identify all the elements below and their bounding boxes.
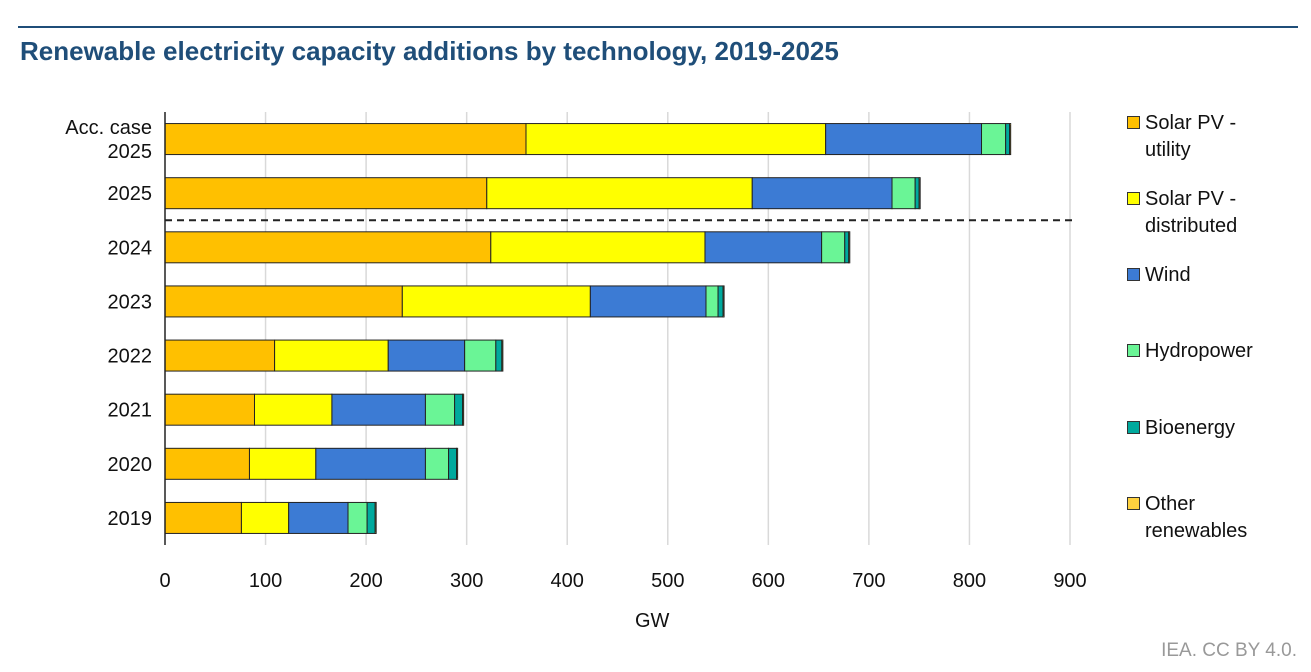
bar-segment-solarpvdistributed <box>401 285 591 318</box>
chart-title: Renewable electricity capacity additions… <box>20 36 839 66</box>
bar-segment-hydropower <box>981 123 1007 156</box>
bar-segment-solarpvdistributed <box>240 501 290 534</box>
bar-segment-otherrenewables <box>848 231 851 264</box>
bar-segment-solarpvutility <box>164 177 488 210</box>
legend-item: Bioenergy <box>1127 415 1307 442</box>
legend-label: Other renewables <box>1145 493 1248 542</box>
legend-item: Wind <box>1127 262 1307 289</box>
bar-segment-bioenergy <box>366 501 376 534</box>
bar-segment-solarpvutility <box>164 501 242 534</box>
bar-segment-hydropower <box>821 231 846 264</box>
x-tick-label: 200 <box>349 570 382 592</box>
bar-segment-wind <box>331 393 426 426</box>
bar-segment-otherrenewables <box>918 177 921 210</box>
bar-segment-hydropower <box>347 501 368 534</box>
bar-segment-solarpvutility <box>164 285 403 318</box>
x-tick-label: 800 <box>953 570 986 592</box>
bar-segment-bioenergy <box>717 285 724 318</box>
legend-swatch <box>1127 116 1140 129</box>
legend-label: Solar PV - distributed <box>1145 188 1238 237</box>
bar-segment-bioenergy <box>1005 123 1011 156</box>
bar-segment-bioenergy <box>844 231 850 264</box>
legend-label: Hydropower <box>1145 340 1253 362</box>
bar-segment-wind <box>589 285 707 318</box>
y-tick-label: 2021 <box>108 400 153 422</box>
legend-item: Hydropower <box>1127 338 1307 365</box>
x-axis-label: GW <box>635 610 670 632</box>
bar-segment-solarpvdistributed <box>490 231 706 264</box>
x-tick-label: 900 <box>1053 570 1086 592</box>
y-tick-label: 2024 <box>108 237 153 259</box>
bar-segment-bioenergy <box>448 447 458 480</box>
bar-segment-solarpvutility <box>164 231 492 264</box>
bar-segment-bioenergy <box>454 393 464 426</box>
legend-swatch <box>1127 344 1140 357</box>
bar-segment-otherrenewables <box>462 393 465 426</box>
bar-segment-hydropower <box>424 447 450 480</box>
legend-item: Solar PV - distributed <box>1127 186 1307 240</box>
legend-label: Solar PV - utility <box>1145 112 1237 161</box>
x-tick-label: 400 <box>551 570 584 592</box>
bar-segment-solarpvdistributed <box>253 393 333 426</box>
bar-segment-solarpvutility <box>164 393 255 426</box>
bar-segment-wind <box>751 177 893 210</box>
bar-segment-wind <box>288 501 349 534</box>
bar-segment-hydropower <box>464 339 497 372</box>
y-tick-label: 2022 <box>108 346 153 368</box>
bar-segment-wind <box>704 231 823 264</box>
bar-segment-otherrenewables <box>722 285 725 318</box>
legend-item: Other renewables <box>1127 491 1307 545</box>
bar-segment-bioenergy <box>495 339 503 372</box>
legend-label: Wind <box>1145 264 1191 286</box>
bar-segment-otherrenewables <box>456 447 459 480</box>
x-tick-label: 100 <box>249 570 282 592</box>
bar-segment-solarpvdistributed <box>248 447 317 480</box>
bar-segment-solarpvdistributed <box>274 339 389 372</box>
bar-segment-hydropower <box>705 285 719 318</box>
bar-segment-solarpvutility <box>164 339 276 372</box>
top-rule <box>18 26 1298 28</box>
x-tick-label: 500 <box>651 570 684 592</box>
bar-segment-solarpvdistributed <box>486 177 753 210</box>
bar-segment-solarpvutility <box>164 123 527 156</box>
y-tick-label: Acc. case 2025 <box>65 117 152 163</box>
legend-swatch <box>1127 268 1140 281</box>
y-tick-label: 2020 <box>108 454 153 476</box>
bar-segment-otherrenewables <box>374 501 377 534</box>
y-tick-label: 2019 <box>108 508 153 530</box>
legend-label: Bioenergy <box>1145 417 1236 439</box>
bar-segment-solarpvutility <box>164 447 250 480</box>
bar-segment-wind <box>315 447 426 480</box>
source-note: IEA. CC BY 4.0. <box>1161 640 1297 661</box>
x-tick-label: 300 <box>450 570 483 592</box>
bar-segment-hydropower <box>891 177 916 210</box>
y-tick-label: 2025 <box>108 183 153 205</box>
bar-segment-otherrenewables <box>501 339 504 372</box>
x-tick-label: 600 <box>752 570 785 592</box>
x-tick-label: 700 <box>852 570 885 592</box>
bar-segment-solarpvdistributed <box>525 123 827 156</box>
bar-segment-wind <box>825 123 983 156</box>
bar-segment-bioenergy <box>914 177 920 210</box>
bar-segment-otherrenewables <box>1009 123 1012 156</box>
legend-swatch <box>1127 192 1140 205</box>
legend-item: Solar PV - utility <box>1127 110 1307 164</box>
x-tick-label: 0 <box>159 570 170 592</box>
legend-swatch <box>1127 421 1140 434</box>
bar-segment-hydropower <box>424 393 456 426</box>
bar-segment-wind <box>387 339 466 372</box>
legend-swatch <box>1127 497 1140 510</box>
y-tick-label: 2023 <box>108 291 153 313</box>
